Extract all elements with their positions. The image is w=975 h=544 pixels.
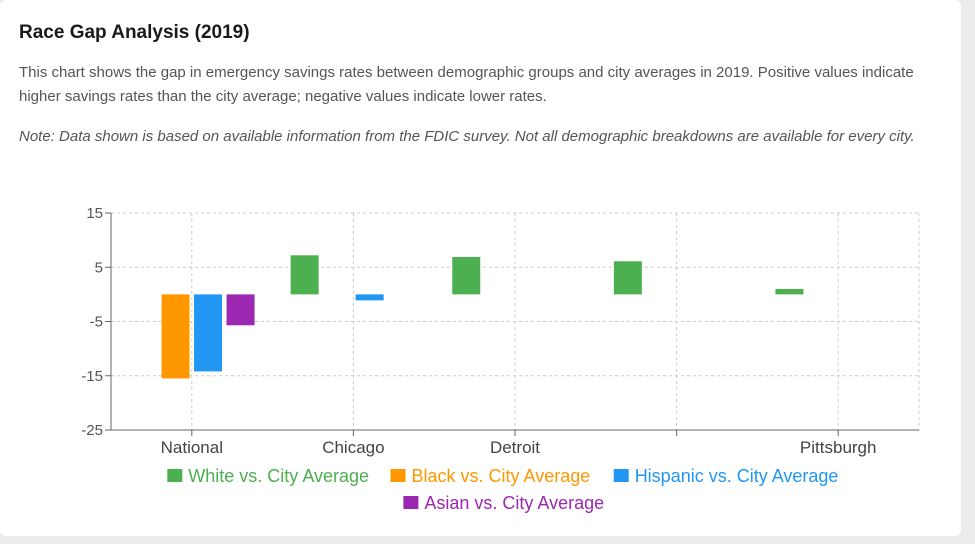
bar-white-detroit <box>452 256 481 295</box>
bar-white-pittsburgh <box>775 288 804 295</box>
x-tick-label: National <box>161 438 223 457</box>
bar-hispanic-national <box>194 294 223 372</box>
x-tick-label: Detroit <box>490 438 540 457</box>
x-tick-label: Pittsburgh <box>800 438 877 457</box>
legend-label: Asian vs. City Average <box>424 493 604 513</box>
bar-white-chicago <box>290 255 319 295</box>
legend-label: Black vs. City Average <box>412 466 591 486</box>
legend-label: Hispanic vs. City Average <box>635 466 839 486</box>
y-tick-label: -25 <box>81 422 103 439</box>
legend-swatch <box>403 496 419 509</box>
chart-title: Race Gap Analysis (2019) <box>19 22 250 43</box>
chart-card: Race Gap Analysis (2019) This chart show… <box>0 0 961 536</box>
y-tick-label: 5 <box>95 259 103 276</box>
y-tick-label: 15 <box>86 205 103 222</box>
chart-description: This chart shows the gap in emergency sa… <box>19 64 914 105</box>
bar-white-unlabeled <box>613 261 642 295</box>
race-gap-bar-chart: 15 5 -5 -15 -25 National Chicago Detroit Pittsbu… <box>81 205 920 513</box>
bar-asian-national <box>226 294 255 326</box>
legend-swatch <box>167 469 183 482</box>
legend-swatch <box>613 469 629 482</box>
x-tick-label: Chicago <box>322 438 384 457</box>
bar-black-national <box>161 294 190 379</box>
legend-label: White vs. City Average <box>188 466 369 486</box>
bar-hispanic-chicago <box>355 294 384 301</box>
chart-note: Note: Data shown is based on available i… <box>19 128 915 145</box>
y-tick-label: -5 <box>90 314 103 331</box>
y-tick-label: -15 <box>81 368 103 385</box>
legend-swatch <box>390 469 406 482</box>
